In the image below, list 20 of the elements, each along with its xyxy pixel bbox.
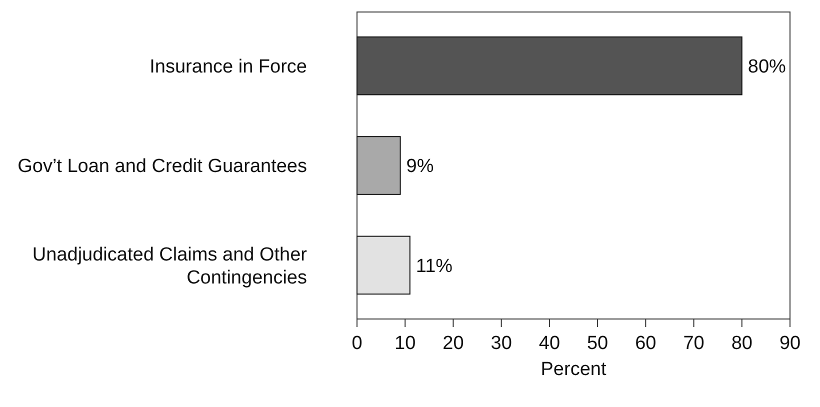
data-label: 80% (748, 56, 786, 78)
x-tick-label: 30 (490, 333, 512, 354)
x-tick-label: 80 (731, 333, 752, 354)
data-label: 11% (416, 256, 453, 277)
y-tick-label: Insurance in Force (150, 56, 307, 78)
x-tick-label: 10 (394, 333, 416, 354)
bar (356, 36, 742, 96)
x-tick-label: 0 (352, 333, 362, 354)
data-label: 9% (406, 156, 434, 178)
x-tick-label: 60 (635, 333, 656, 354)
bar (356, 136, 401, 195)
y-tick-label: Unadjudicated Claims and Other Contingencies (32, 244, 308, 288)
x-axis-title: Percent (540, 359, 607, 380)
x-tick-label: 90 (779, 333, 801, 354)
bar (356, 236, 410, 295)
x-tick-label: 20 (442, 333, 464, 354)
y-tick-label: Gov’t Loan and Credit Guarantees (18, 156, 307, 178)
x-tick-label: 50 (586, 333, 608, 354)
x-tick-label: 40 (538, 333, 560, 354)
x-tick-label: 70 (683, 333, 704, 354)
